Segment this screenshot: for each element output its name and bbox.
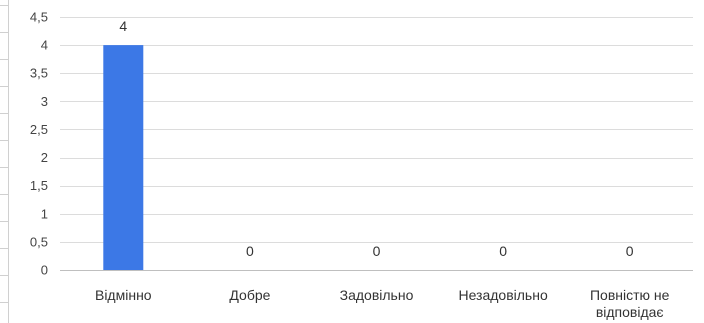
x-category-label: Повністю не відповідає xyxy=(590,287,670,320)
data-label: 4 xyxy=(119,18,127,34)
data-label: 0 xyxy=(499,243,507,259)
x-category-label: Задовільно xyxy=(340,287,414,303)
y-tick-label: 3 xyxy=(41,94,48,109)
y-tick-label: 2 xyxy=(41,150,48,165)
x-category-label: Відмінно xyxy=(95,287,152,303)
x-category-label: Незадовільно xyxy=(458,287,547,303)
y-tick-label: 0 xyxy=(41,263,48,278)
chart-frame xyxy=(0,0,9,323)
bars xyxy=(103,45,144,270)
data-label: 0 xyxy=(373,243,381,259)
y-tick-label: 4 xyxy=(41,38,48,53)
bar xyxy=(103,45,144,270)
y-tick-label: 1 xyxy=(41,206,48,221)
y-tick-label: 3,5 xyxy=(30,66,48,81)
data-label: 0 xyxy=(246,243,254,259)
gridlines xyxy=(60,17,693,271)
x-axis-categories: Відмінно Добре Задовільно Незадовільно Повні… xyxy=(95,287,670,320)
y-tick-label: 4,5 xyxy=(30,10,48,25)
y-axis-ticks: 0 0,5 1 1,5 2 2,5 3 3,5 4 4,5 xyxy=(30,10,48,278)
data-label: 0 xyxy=(626,243,634,259)
x-category-label: Добре xyxy=(229,287,270,303)
y-tick-label: 0,5 xyxy=(30,234,48,249)
y-tick-label: 2,5 xyxy=(30,122,48,137)
y-tick-label: 1,5 xyxy=(30,178,48,193)
data-labels: 4 0 0 0 0 xyxy=(119,18,633,259)
